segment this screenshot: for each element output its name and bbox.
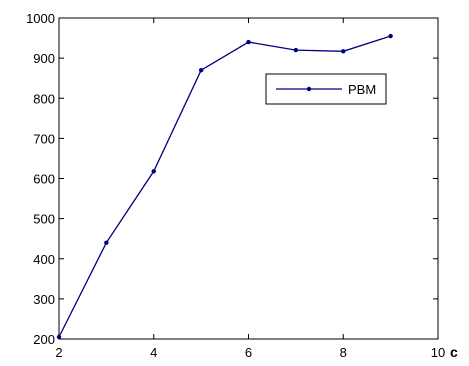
x-axis: 2 4 6 8 10 (55, 18, 445, 360)
plot-area (58, 17, 439, 340)
data-point (341, 49, 346, 54)
legend: PBM (265, 73, 387, 105)
x-axis-label: c (450, 344, 458, 360)
data-point (293, 47, 299, 53)
x-tick-label: 4 (150, 345, 157, 360)
y-tick-label: 800 (33, 91, 55, 106)
series-line-pbm (58, 35, 391, 338)
y-tick-label: 700 (33, 131, 55, 146)
y-tick-label: 500 (33, 212, 55, 227)
y-tick-label: 400 (33, 252, 55, 267)
legend-marker (306, 86, 312, 92)
x-tick-label: 6 (245, 345, 252, 360)
x-tick-label: 2 (55, 345, 62, 360)
data-point (198, 67, 204, 73)
x-tick-label: 10 (431, 345, 445, 360)
data-point (56, 334, 62, 340)
data-point (104, 240, 109, 245)
y-tick-label: 1000 (26, 11, 55, 26)
y-axis: 200 300 400 500 600 700 800 900 1000 (26, 11, 438, 347)
y-tick-label: 300 (33, 292, 55, 307)
y-tick-label: 600 (33, 172, 55, 187)
y-tick-label: 200 (33, 332, 55, 347)
x-tick-label: 8 (340, 345, 347, 360)
series-points-pbm (56, 33, 393, 340)
y-tick-label: 900 (33, 51, 55, 66)
data-point (388, 33, 393, 39)
data-point (246, 39, 251, 45)
legend-label-pbm: PBM (348, 82, 376, 97)
data-point (151, 169, 156, 174)
